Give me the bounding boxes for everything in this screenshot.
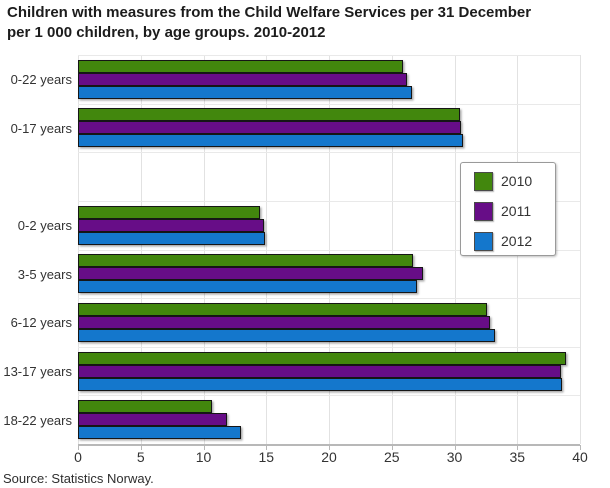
bar bbox=[78, 426, 242, 440]
gridline-vertical bbox=[580, 55, 581, 444]
category-label: 6-12 years bbox=[10, 315, 72, 331]
bar bbox=[78, 85, 412, 99]
gridline-horizontal bbox=[78, 103, 580, 105]
legend-item: 2012 bbox=[474, 231, 532, 251]
bar bbox=[78, 328, 495, 342]
gridline-horizontal bbox=[78, 346, 580, 348]
category-label: 18-22 years bbox=[3, 412, 72, 428]
x-tick-label: 15 bbox=[258, 449, 275, 465]
bar bbox=[78, 315, 490, 329]
bar bbox=[78, 302, 488, 316]
axis-tick-mark bbox=[266, 445, 268, 450]
bar bbox=[78, 72, 407, 86]
bar bbox=[78, 121, 461, 135]
x-tick-label: 5 bbox=[136, 449, 145, 465]
legend-item: 2011 bbox=[474, 201, 531, 221]
bar bbox=[78, 267, 424, 281]
chart-title-line1: Children with measures from the Child We… bbox=[7, 4, 532, 21]
bar bbox=[78, 254, 414, 268]
category-label: 3-5 years bbox=[17, 266, 72, 282]
gridline-horizontal bbox=[78, 298, 580, 300]
chart-title: Children with measures from the Child We… bbox=[7, 3, 531, 43]
axis-tick-mark bbox=[580, 445, 581, 450]
gridline-horizontal bbox=[78, 395, 580, 397]
gridline-horizontal bbox=[78, 152, 580, 154]
source-text: Source: Statistics Norway. bbox=[3, 471, 154, 486]
axis-tick-mark bbox=[454, 445, 456, 450]
legend-swatch bbox=[474, 171, 493, 191]
bar bbox=[78, 108, 460, 122]
legend-swatch bbox=[474, 201, 493, 221]
legend-label: 2010 bbox=[501, 173, 533, 189]
category-label: 0-22 years bbox=[10, 72, 72, 88]
bar bbox=[78, 413, 228, 427]
axis-tick-mark bbox=[78, 445, 79, 450]
axis-tick-mark bbox=[203, 445, 205, 450]
category-label: 0-2 years bbox=[17, 218, 72, 234]
plot-area bbox=[78, 55, 581, 446]
legend-label: 2012 bbox=[501, 233, 533, 249]
gridline-horizontal bbox=[78, 200, 580, 202]
axis-tick-mark bbox=[140, 445, 142, 450]
category-label: 0-17 years bbox=[10, 120, 72, 136]
x-tick-label: 20 bbox=[321, 449, 337, 465]
legend-label: 2011 bbox=[501, 203, 532, 219]
x-tick-label: 10 bbox=[195, 449, 212, 465]
bar bbox=[78, 280, 417, 294]
bar bbox=[78, 134, 464, 148]
bar bbox=[78, 400, 213, 414]
gridline-horizontal bbox=[78, 55, 580, 56]
axis-tick-mark bbox=[517, 445, 519, 450]
legend: 2010 2011 2012 bbox=[460, 162, 556, 256]
x-tick-label: 0 bbox=[74, 449, 82, 465]
gridline-horizontal bbox=[78, 249, 580, 251]
axis-tick-mark bbox=[391, 445, 393, 450]
legend-swatch bbox=[474, 231, 493, 251]
axis-tick-mark bbox=[329, 445, 330, 450]
x-tick-label: 30 bbox=[446, 449, 463, 465]
bar bbox=[78, 218, 264, 232]
x-tick-label: 40 bbox=[572, 449, 588, 465]
bar bbox=[78, 205, 260, 219]
bar bbox=[78, 59, 404, 73]
category-label: 13-17 years bbox=[3, 364, 72, 380]
bar bbox=[78, 377, 563, 391]
bar bbox=[78, 351, 567, 365]
bar bbox=[78, 231, 265, 245]
x-tick-label: 35 bbox=[509, 449, 526, 465]
bar bbox=[78, 364, 562, 378]
chart-title-line2: per 1 000 children, by age groups. 2010-… bbox=[7, 24, 326, 41]
legend-item: 2010 bbox=[474, 171, 532, 191]
x-tick-label: 25 bbox=[383, 449, 400, 465]
